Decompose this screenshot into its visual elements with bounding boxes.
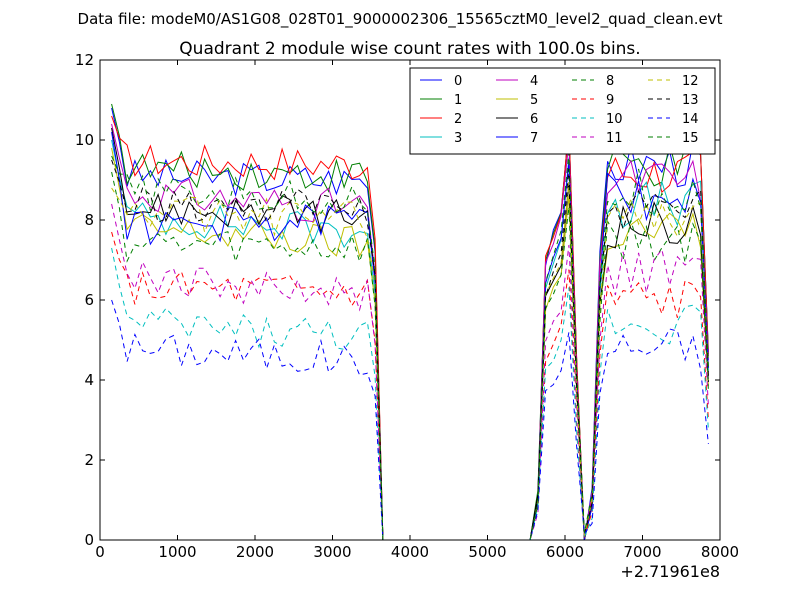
legend-label-8: 8 [606, 74, 614, 89]
legend-label-1: 1 [454, 93, 462, 108]
series-line-6 [111, 127, 709, 541]
chart-title: Quadrant 2 module wise count rates with … [179, 39, 640, 59]
x-tick-label: 7000 [623, 543, 661, 561]
x-tick-label: 4000 [391, 543, 429, 561]
legend-label-14: 14 [682, 112, 699, 127]
legend-label-10: 10 [606, 112, 623, 127]
plot-area: 0 1000 2000 3000 4000 5000 6000 7000 8000 0 2 4 6 8 1… [75, 51, 739, 581]
legend-label-5: 5 [530, 93, 538, 108]
legend-label-2: 2 [454, 112, 462, 127]
legend-label-4: 4 [530, 74, 538, 89]
y-tick-label: 4 [84, 371, 94, 389]
y-tick-label: 12 [75, 51, 94, 69]
x-tick-label: 6000 [546, 543, 584, 561]
series-line-10 [111, 247, 709, 541]
series-line-7 [111, 131, 709, 541]
legend-label-3: 3 [454, 131, 462, 146]
legend-label-0: 0 [454, 74, 462, 89]
y-tick-label: 0 [84, 531, 94, 549]
x-tick-label: 5000 [468, 543, 506, 561]
series-line-13 [111, 159, 709, 541]
legend-label-6: 6 [530, 112, 538, 127]
series-line-12 [111, 182, 709, 541]
x-axis: 0 1000 2000 3000 4000 5000 6000 7000 8000 [95, 60, 739, 561]
legend-label-11: 11 [606, 131, 623, 146]
legend-label-15: 15 [682, 131, 699, 146]
legend-label-13: 13 [682, 93, 699, 108]
series-line-1 [111, 103, 709, 541]
y-tick-label: 2 [84, 451, 94, 469]
y-tick-label: 8 [84, 211, 94, 229]
y-tick-label: 10 [75, 131, 94, 149]
series-line-14 [111, 299, 709, 541]
legend-label-7: 7 [530, 131, 538, 146]
x-tick-label: 2000 [236, 543, 274, 561]
figure-suptitle: Data file: modeM0/AS1G08_028T01_90000023… [78, 10, 723, 29]
x-tick-label: 8000 [701, 543, 739, 561]
series-line-11 [111, 203, 709, 541]
legend-label-9: 9 [606, 93, 614, 108]
series-line-3 [111, 139, 709, 541]
x-tick-label: 3000 [313, 543, 351, 561]
legend-label-12: 12 [682, 74, 699, 89]
y-tick-label: 6 [84, 291, 94, 309]
series-line-4 [111, 123, 709, 541]
legend-box [409, 67, 716, 155]
series-layer [111, 103, 709, 541]
x-axis-offset-label: +2.71961e8 [620, 562, 720, 581]
x-tick-label: 1000 [158, 543, 196, 561]
x-tick-label: 0 [95, 543, 105, 561]
